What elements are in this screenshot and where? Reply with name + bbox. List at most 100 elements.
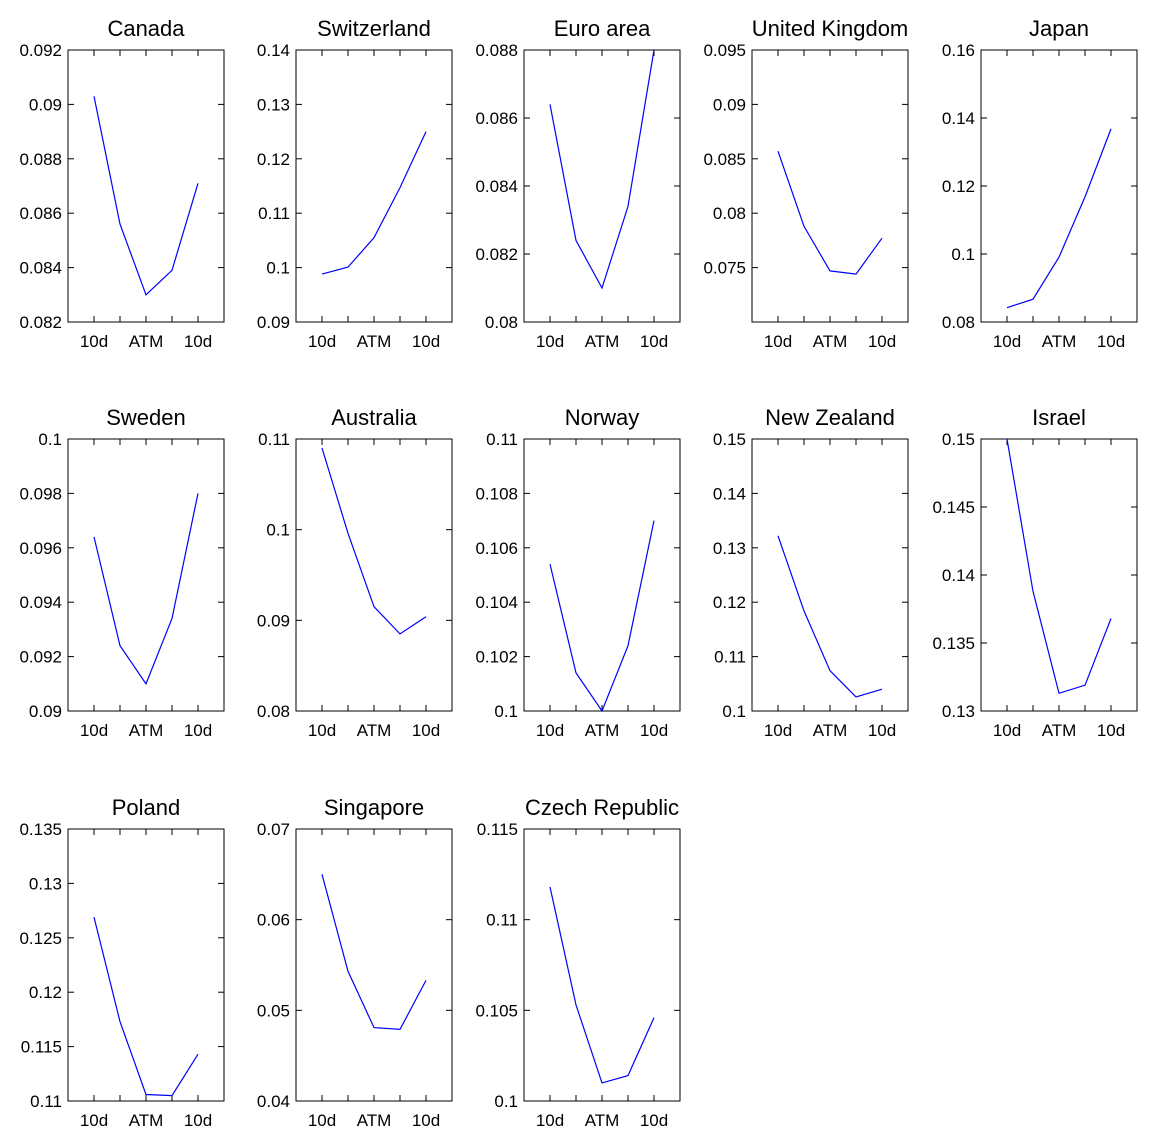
chart-panel: Israel 0.13 0.135 0.14 0.145 0.15 10d ATM 10d <box>932 405 1138 740</box>
x-tick-label: 10d <box>184 1111 212 1130</box>
chart-title: Czech Republic <box>525 795 679 820</box>
chart-title: Switzerland <box>317 16 431 41</box>
series-line <box>549 520 655 713</box>
chart-title: United Kingdom <box>752 16 909 41</box>
chart-title: Canada <box>107 16 185 41</box>
y-tick-label: 0.11 <box>258 204 290 223</box>
y-tick-label: 0.12 <box>942 177 975 196</box>
y-tick-label: 0.1 <box>722 702 746 721</box>
x-tick-label: ATM <box>1042 721 1077 740</box>
chart-panel: Euro area 0.08 0.082 0.084 0.086 0.088 10d ATM 1… <box>475 16 681 351</box>
y-tick-label: 0.12 <box>257 150 290 169</box>
y-tick-label: 0.106 <box>475 539 518 558</box>
x-tick-label: 10d <box>764 721 792 740</box>
plot-frame <box>67 828 225 1102</box>
plot-frame <box>523 828 681 1102</box>
chart-panel: Canada 0.082 0.084 0.086 0.088 0.09 0.092 10d AT… <box>19 16 225 351</box>
y-tick-label: 0.086 <box>19 204 62 223</box>
chart-title: Singapore <box>324 795 424 820</box>
x-tick-label: 10d <box>80 721 108 740</box>
chart-panel: New Zealand 0.1 0.11 0.12 0.13 0.14 0.15 10d ATM… <box>713 405 909 740</box>
y-tick-label: 0.085 <box>703 150 746 169</box>
x-tick-label: 10d <box>764 332 792 351</box>
x-tick-label: 10d <box>993 721 1021 740</box>
chart-panel: Singapore 0.04 0.05 0.06 0.07 10d ATM 10d <box>257 795 453 1130</box>
y-tick-label: 0.086 <box>475 109 518 128</box>
y-tick-label: 0.104 <box>475 593 518 612</box>
x-tick-label: ATM <box>357 332 392 351</box>
x-tick-label: 10d <box>536 332 564 351</box>
y-tick-label: 0.088 <box>19 150 62 169</box>
chart-title: Australia <box>331 405 417 430</box>
series-line <box>777 151 883 275</box>
y-tick-label: 0.15 <box>942 430 975 449</box>
y-tick-label: 0.092 <box>19 41 62 60</box>
y-tick-label: 0.084 <box>475 177 518 196</box>
y-tick-label: 0.13 <box>713 539 746 558</box>
y-tick-label: 0.145 <box>932 498 975 517</box>
y-tick-label: 0.115 <box>477 820 518 839</box>
x-tick-label: ATM <box>813 721 848 740</box>
y-tick-label: 0.1 <box>494 702 518 721</box>
y-tick-label: 0.105 <box>475 1001 518 1020</box>
x-tick-label: 10d <box>1097 721 1125 740</box>
y-tick-label: 0.12 <box>713 593 746 612</box>
chart-panel: Poland 0.11 0.115 0.12 0.125 0.13 0.135 10d ATM 1… <box>19 795 225 1130</box>
y-tick-label: 0.08 <box>485 313 518 332</box>
chart-panel: Sweden 0.09 0.092 0.094 0.096 0.098 0.1 10d ATM 1… <box>19 405 225 740</box>
y-tick-label: 0.102 <box>475 648 518 667</box>
x-tick-label: 10d <box>308 721 336 740</box>
y-tick-label: 0.135 <box>19 820 62 839</box>
x-tick-label: 10d <box>308 332 336 351</box>
y-tick-label: 0.09 <box>29 702 62 721</box>
y-tick-label: 0.084 <box>19 259 62 278</box>
series-line <box>549 49 655 290</box>
x-tick-label: ATM <box>585 1111 620 1130</box>
plot-frame <box>980 438 1138 712</box>
x-tick-label: 10d <box>640 1111 668 1130</box>
y-tick-label: 0.082 <box>475 245 518 264</box>
chart-panel: Australia 0.08 0.09 0.1 0.11 10d ATM 10d <box>257 405 453 740</box>
y-tick-label: 0.09 <box>29 95 62 114</box>
series-line <box>93 96 199 296</box>
plot-frame <box>295 49 453 323</box>
y-tick-label: 0.13 <box>257 95 290 114</box>
y-tick-label: 0.11 <box>30 1092 62 1111</box>
chart-panel: Norway 0.1 0.102 0.104 0.106 0.108 0.11 10d ATM 1… <box>475 405 681 740</box>
y-tick-label: 0.11 <box>714 648 746 667</box>
chart-panel: United Kingdom 0.075 0.08 0.085 0.09 0.095 10d… <box>703 16 909 351</box>
chart-title: Israel <box>1032 405 1086 430</box>
x-tick-label: 10d <box>184 721 212 740</box>
y-tick-label: 0.09 <box>257 313 290 332</box>
x-tick-label: ATM <box>1042 332 1077 351</box>
y-tick-label: 0.1 <box>266 521 290 540</box>
x-tick-label: 10d <box>536 721 564 740</box>
y-tick-label: 0.094 <box>19 593 62 612</box>
plot-frame <box>751 49 909 323</box>
y-tick-label: 0.092 <box>19 648 62 667</box>
y-tick-label: 0.13 <box>942 702 975 721</box>
x-tick-label: ATM <box>357 1111 392 1130</box>
chart-panel: Japan 0.08 0.1 0.12 0.14 0.16 10d ATM 10d <box>942 16 1138 351</box>
plot-frame <box>67 438 225 712</box>
y-tick-label: 0.108 <box>475 484 518 503</box>
x-tick-label: 10d <box>80 1111 108 1130</box>
x-tick-label: 10d <box>536 1111 564 1130</box>
y-tick-label: 0.14 <box>942 109 975 128</box>
x-tick-label: 10d <box>412 721 440 740</box>
x-tick-label: 10d <box>640 721 668 740</box>
x-tick-label: 10d <box>868 721 896 740</box>
x-tick-label: 10d <box>868 332 896 351</box>
y-tick-label: 0.16 <box>942 41 975 60</box>
x-tick-label: ATM <box>585 721 620 740</box>
x-tick-label: 10d <box>80 332 108 351</box>
x-tick-label: ATM <box>129 721 164 740</box>
y-tick-label: 0.07 <box>257 820 290 839</box>
y-tick-label: 0.088 <box>475 41 518 60</box>
chart-panel: Switzerland 0.09 0.1 0.11 0.12 0.13 0.14 10d ATM… <box>257 16 453 351</box>
series-line <box>1006 438 1112 695</box>
x-tick-label: 10d <box>993 332 1021 351</box>
y-tick-label: 0.11 <box>258 430 290 449</box>
